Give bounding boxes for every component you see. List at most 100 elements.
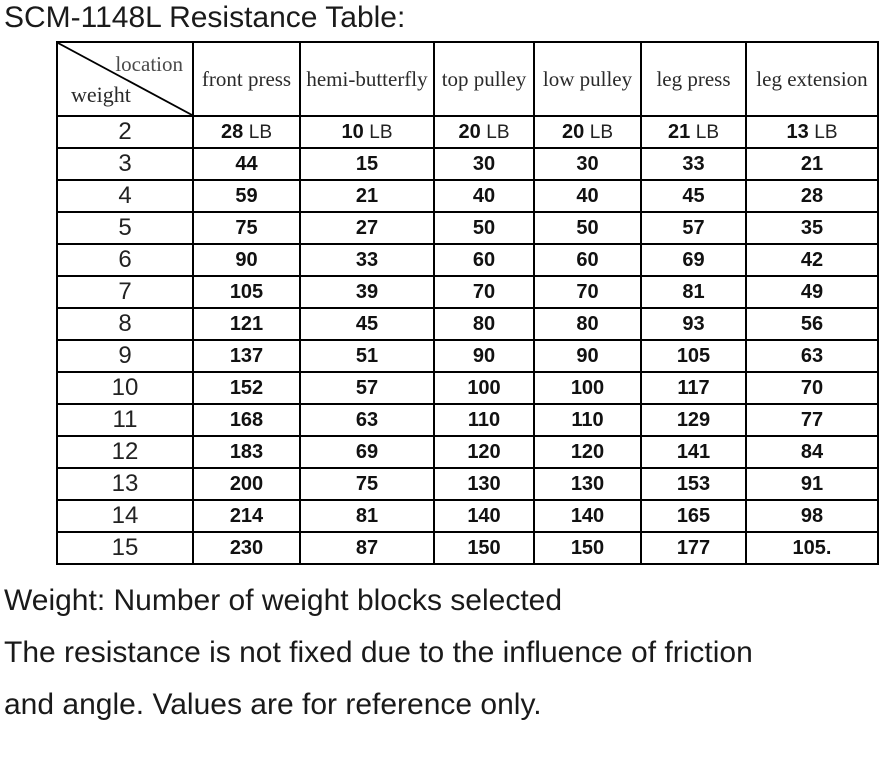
resistance-value-cell: 183 [192,435,301,469]
resistance-value-cell: 42 [745,243,879,277]
resistance-value-cell: 21 [745,147,879,181]
resistance-value-cell: 28 [745,179,879,213]
resistance-value-cell: 50 [433,211,535,245]
corner-cell: location weight [56,41,194,117]
resistance-value-cell: 15 [299,147,435,181]
table-row: 10 152 57 100 100 117 70 [56,371,879,405]
resistance-value-cell: 30 [433,147,535,181]
resistance-value-cell: 137 [192,339,301,373]
footnotes: Weight: Number of weight blocks selected… [4,575,884,731]
resistance-value-cell: 150 [433,531,535,565]
table-row: 2 28 LB 10 LB 20 LB 20 LB 21 LB 13 LB [56,115,879,149]
note-weight-definition: Weight: Number of weight blocks selected [4,584,563,617]
resistance-value-cell: 153 [640,467,747,501]
resistance-value-cell: 69 [299,435,435,469]
resistance-value-cell: 80 [533,307,642,341]
resistance-value-cell: 100 [533,371,642,405]
column-header-top-pulley: top pulley [433,41,535,117]
resistance-value-cell: 98 [745,499,879,533]
resistance-value-cell: 75 [299,467,435,501]
resistance-value-cell: 130 [533,467,642,501]
resistance-value-cell: 69 [640,243,747,277]
resistance-value-cell: 40 [433,179,535,213]
table-row: 12 183 69 120 120 141 84 [56,435,879,469]
table-row: 14 214 81 140 140 165 98 [56,499,879,533]
resistance-value-cell: 129 [640,403,747,437]
resistance-value-cell: 35 [745,211,879,245]
weight-cell: 14 [56,499,194,533]
weight-cell: 7 [56,275,194,309]
resistance-value-cell: 70 [533,275,642,309]
corner-label-weight: weight [71,82,131,107]
resistance-value-cell: 20 LB [533,115,642,149]
resistance-value-cell: 117 [640,371,747,405]
weight-cell: 10 [56,371,194,405]
resistance-value-cell: 30 [533,147,642,181]
table-body: 2 28 LB 10 LB 20 LB 20 LB 21 LB 13 LB 3 44 15 30 30… [56,115,879,565]
resistance-value-cell: 59 [192,179,301,213]
resistance-value-cell: 10 LB [299,115,435,149]
weight-cell: 9 [56,339,194,373]
table-row: 6 90 33 60 60 69 42 [56,243,879,277]
resistance-value-cell: 110 [533,403,642,437]
resistance-value-cell: 13 LB [745,115,879,149]
table-row: 11 168 63 110 110 129 77 [56,403,879,437]
table-row: 13 200 75 130 130 153 91 [56,467,879,501]
resistance-value-cell: 90 [192,243,301,277]
weight-cell: 15 [56,531,194,565]
resistance-value-cell: 90 [433,339,535,373]
resistance-value-cell: 63 [745,339,879,373]
resistance-value-cell: 165 [640,499,747,533]
resistance-value-cell: 45 [640,179,747,213]
note-disclaimer-line2: and angle. Values are for reference only… [4,688,542,721]
header-row: location weight front press hemi-butterf… [56,41,879,117]
resistance-value-cell: 130 [433,467,535,501]
resistance-value-cell: 60 [533,243,642,277]
resistance-value-cell: 28 LB [192,115,301,149]
weight-cell: 5 [56,211,194,245]
resistance-value-cell: 49 [745,275,879,309]
resistance-value-cell: 51 [299,339,435,373]
resistance-value-cell: 93 [640,307,747,341]
diagonal-divider-line [58,43,192,115]
resistance-value-cell: 50 [533,211,642,245]
table-row: 3 44 15 30 30 33 21 [56,147,879,181]
resistance-value-cell: 200 [192,467,301,501]
resistance-value-cell: 121 [192,307,301,341]
resistance-value-cell: 81 [299,499,435,533]
resistance-value-cell: 44 [192,147,301,181]
resistance-value-cell: 177 [640,531,747,565]
resistance-value-cell: 20 LB [433,115,535,149]
resistance-value-cell: 33 [299,243,435,277]
unit-label: LB [369,121,393,143]
resistance-value-cell: 140 [533,499,642,533]
unit-label: LB [814,121,838,143]
resistance-value-cell: 45 [299,307,435,341]
resistance-value-cell: 87 [299,531,435,565]
resistance-value-cell: 80 [433,307,535,341]
table-row: 7 105 39 70 70 81 49 [56,275,879,309]
resistance-value-cell: 60 [433,243,535,277]
resistance-value-cell: 84 [745,435,879,469]
resistance-value-cell: 120 [433,435,535,469]
resistance-value-cell: 70 [433,275,535,309]
resistance-value-cell: 57 [640,211,747,245]
resistance-value-cell: 33 [640,147,747,181]
resistance-value-cell: 90 [533,339,642,373]
resistance-value-cell: 39 [299,275,435,309]
resistance-value-cell: 70 [745,371,879,405]
weight-cell: 6 [56,243,194,277]
resistance-value-cell: 110 [433,403,535,437]
weight-cell: 2 [56,115,194,149]
column-header-hemi-butterfly: hemi-butterfly [299,41,435,117]
note-disclaimer-line1: The resistance is not fixed due to the i… [4,636,753,669]
resistance-value-cell: 56 [745,307,879,341]
table-row: 9 137 51 90 90 105 63 [56,339,879,373]
resistance-value-cell: 75 [192,211,301,245]
table-row: 8 121 45 80 80 93 56 [56,307,879,341]
table-row: 15 230 87 150 150 177 105. [56,531,879,565]
unit-label: LB [589,121,614,143]
resistance-table: location weight front press hemi-butterf… [56,41,879,565]
resistance-value-cell: 40 [533,179,642,213]
resistance-value-cell: 91 [745,467,879,501]
